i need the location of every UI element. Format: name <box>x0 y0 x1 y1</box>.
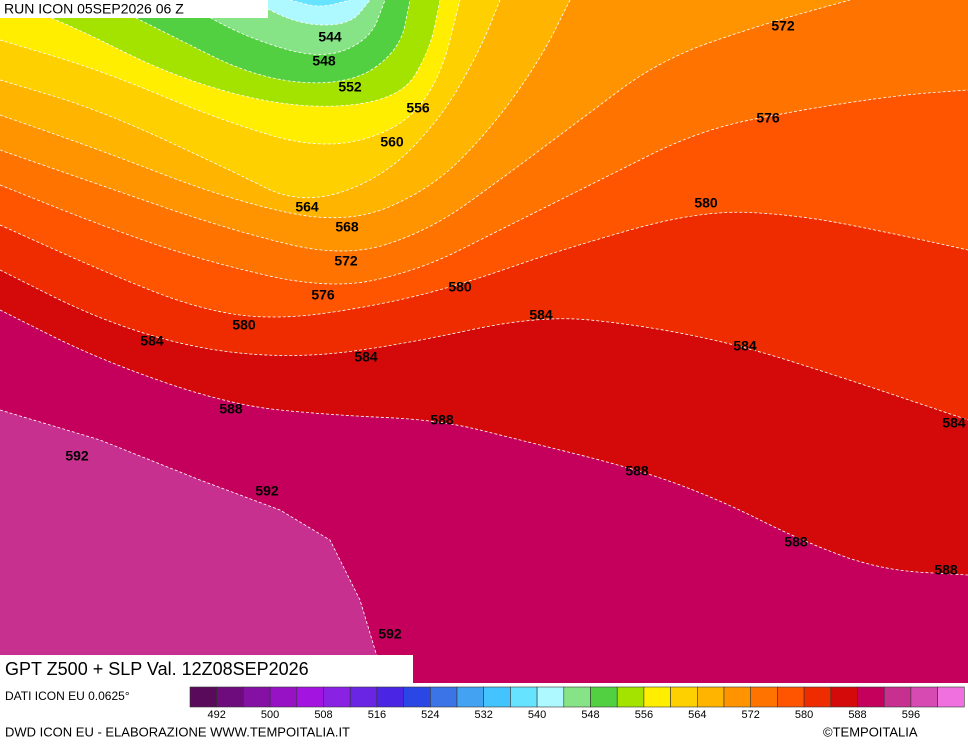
colorbar-label: 500 <box>261 709 279 721</box>
colorbar-label: 572 <box>742 709 760 721</box>
contour-label: 588 <box>219 401 243 417</box>
colorbar-swatch <box>696 686 725 708</box>
colorbar-swatch <box>670 686 698 708</box>
contour <box>0 309 968 576</box>
colorbar-swatch <box>483 686 511 708</box>
colorbar-swatch <box>216 686 244 708</box>
colorbar-swatch <box>429 686 458 708</box>
contour-label: 572 <box>771 18 795 34</box>
contour-label: 556 <box>406 100 430 116</box>
colorbar-label: 548 <box>581 709 599 721</box>
colorbar-swatch <box>510 686 538 708</box>
contour <box>0 0 501 199</box>
colorbar-swatch <box>323 686 351 708</box>
colorbar-swatch <box>296 686 324 708</box>
colorbar-note: DATI ICON EU 0.0625° <box>5 689 130 703</box>
contour-label: 564 <box>295 199 319 215</box>
header-title: RUN ICON 05SEP2026 06 Z <box>4 1 184 17</box>
colorbar-swatch <box>723 686 752 708</box>
colorbar-label: 524 <box>421 709 439 721</box>
contour <box>0 0 851 252</box>
colorbar-swatch <box>750 686 778 708</box>
contour <box>289 0 351 7</box>
contour <box>0 211 968 318</box>
caption-box <box>0 655 413 683</box>
header-box <box>0 0 268 18</box>
colorbar-label: 532 <box>475 709 493 721</box>
contour-label: 560 <box>380 134 404 150</box>
colorbar-swatch <box>403 686 431 708</box>
contour <box>99 0 411 84</box>
contour <box>0 89 968 285</box>
contour-label: 592 <box>378 626 402 642</box>
colorbar-label: 516 <box>368 709 386 721</box>
footer-credit: DWD ICON EU - ELABORAZIONE WWW.TEMPOITAL… <box>5 724 350 739</box>
colorbar-swatch <box>910 686 938 708</box>
contour-label: 592 <box>65 448 89 464</box>
contour-label: 588 <box>625 463 649 479</box>
colorbar-swatch <box>937 686 965 708</box>
colorbar-label: 540 <box>528 709 546 721</box>
colorbar-swatch <box>803 686 832 708</box>
contour-label: 592 <box>255 483 279 499</box>
colorbar-label: 564 <box>688 709 706 721</box>
contour-label: 548 <box>312 53 336 69</box>
colorbar-swatch <box>536 686 565 708</box>
contour-label: 576 <box>311 287 335 303</box>
colorbar-swatch <box>269 686 298 708</box>
colorbar-swatch <box>883 686 912 708</box>
colorbar-label: 556 <box>635 709 653 721</box>
colorbar-swatch <box>243 686 271 708</box>
contour-label: 580 <box>448 279 472 295</box>
colorbar-label: 588 <box>848 709 866 721</box>
contour-label: 584 <box>733 338 757 354</box>
contour-label: 580 <box>232 317 256 333</box>
contour-label: 552 <box>338 79 362 95</box>
colorbar-swatch <box>563 686 591 708</box>
contour-label: 580 <box>694 195 718 211</box>
footer-copyright: ©TEMPOITALIA <box>823 724 918 739</box>
colorbar-swatch <box>376 686 404 708</box>
colorbar-label: 492 <box>208 709 226 721</box>
contour-label: 544 <box>318 29 342 45</box>
colorbar-swatch <box>777 686 805 708</box>
band <box>290 0 350 6</box>
band <box>250 0 370 25</box>
colorbar-label: 596 <box>902 709 920 721</box>
contour-label: 584 <box>942 415 966 431</box>
contour-label: 588 <box>430 412 454 428</box>
colorbar-label: 580 <box>795 709 813 721</box>
contour-label: 588 <box>784 534 808 550</box>
colorbar-swatch <box>349 686 378 708</box>
colorbar-swatch <box>456 686 485 708</box>
contour <box>0 269 968 421</box>
colorbar-swatch <box>830 686 858 708</box>
contour <box>0 0 461 145</box>
colorbar-swatch <box>590 686 618 708</box>
contour-label: 568 <box>335 219 359 235</box>
contour-label: 588 <box>934 562 958 578</box>
contour <box>0 409 386 684</box>
colorbar-swatch <box>189 686 218 708</box>
colorbar-swatch <box>857 686 885 708</box>
colorbar-label: 508 <box>314 709 332 721</box>
contour-label: 576 <box>756 110 780 126</box>
contour-label: 584 <box>140 333 164 349</box>
band <box>0 410 385 683</box>
colorbar-swatch <box>616 686 645 708</box>
contour-label: 584 <box>529 307 553 323</box>
contour-label: 572 <box>334 253 358 269</box>
map-caption: GPT Z500 + SLP Val. 12Z08SEP2026 <box>5 659 309 679</box>
contour <box>0 0 571 219</box>
colorbar-swatch <box>643 686 671 708</box>
contour-label: 584 <box>354 349 378 365</box>
